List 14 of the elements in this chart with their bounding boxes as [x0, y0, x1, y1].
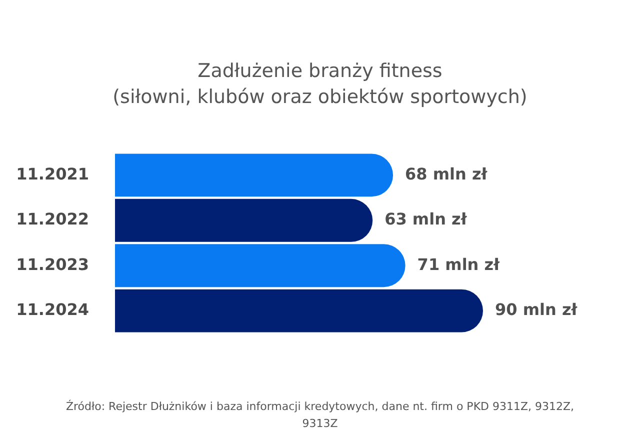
y-tick-label: 11.2024: [16, 300, 89, 319]
data-label: 71 mln zł: [417, 254, 501, 274]
data-label: 90 mln zł: [495, 300, 578, 319]
data-label: 68 mln zł: [405, 164, 488, 184]
y-tick-label: 11.2022: [16, 210, 89, 229]
y-tick-label: 11.2023: [16, 254, 89, 274]
bar: [115, 244, 406, 288]
y-tick-label: 11.2021: [16, 164, 89, 184]
bar: [115, 289, 483, 332]
text: Źródło: Rejestr Dłużników i baza informacji kredytowych, dane nt. firm o PKD 9311Z, 9312Z, 9313Z: [64, 398, 576, 432]
chart-title: Zadłużenie branży fitness (siłowni, klubów oraz obiektów sportowych): [112, 59, 528, 110]
data-label: 63 mln zł: [384, 210, 468, 229]
bar: [115, 154, 394, 197]
bar: [115, 198, 373, 242]
